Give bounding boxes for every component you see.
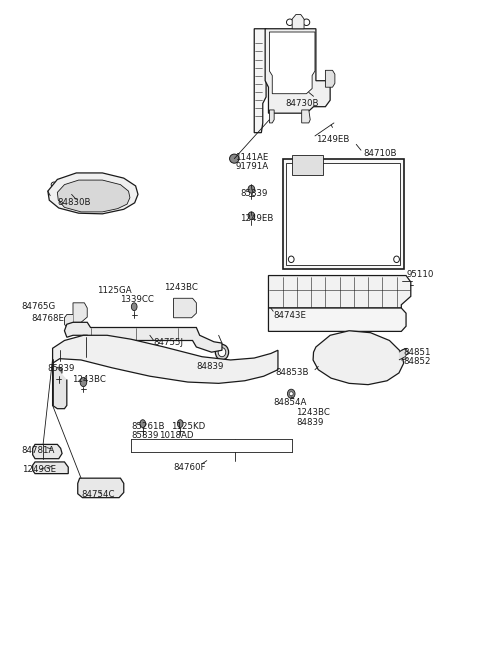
Text: 84755J: 84755J [154, 338, 184, 347]
Text: 1249GE: 1249GE [22, 464, 56, 474]
Text: 84754C: 84754C [81, 490, 115, 499]
Ellipse shape [248, 185, 255, 193]
Ellipse shape [218, 348, 226, 357]
Bar [283, 159, 404, 269]
Text: 85261B: 85261B [131, 422, 164, 431]
Polygon shape [301, 110, 310, 123]
Ellipse shape [287, 19, 293, 26]
Polygon shape [53, 335, 278, 383]
Text: 1018AD: 1018AD [159, 432, 194, 440]
Ellipse shape [289, 392, 293, 396]
Polygon shape [64, 322, 222, 352]
Text: 84765G: 84765G [22, 302, 56, 311]
Ellipse shape [88, 482, 114, 494]
Polygon shape [268, 276, 411, 308]
Ellipse shape [216, 345, 228, 360]
Text: 1243BC: 1243BC [164, 283, 198, 291]
Bar [288, 310, 340, 329]
Text: 95110: 95110 [406, 270, 433, 279]
Polygon shape [57, 180, 130, 212]
Text: 84768E: 84768E [31, 314, 64, 323]
Ellipse shape [132, 303, 137, 310]
Text: 84854A: 84854A [273, 398, 307, 407]
Polygon shape [53, 364, 67, 409]
Polygon shape [292, 14, 304, 29]
Polygon shape [48, 173, 138, 214]
Text: 1243BC: 1243BC [296, 408, 330, 417]
Polygon shape [399, 348, 408, 360]
Text: 84710B: 84710B [363, 149, 397, 158]
Text: 85839: 85839 [240, 189, 267, 198]
Text: 1249EB: 1249EB [316, 135, 349, 143]
Text: 84852: 84852 [404, 358, 431, 366]
Ellipse shape [313, 350, 328, 366]
Text: 1339CC: 1339CC [120, 295, 154, 304]
Text: 1243BC: 1243BC [72, 375, 106, 384]
Ellipse shape [45, 463, 59, 472]
Polygon shape [33, 444, 62, 458]
Ellipse shape [307, 84, 313, 90]
Text: 84851: 84851 [404, 348, 431, 357]
Polygon shape [269, 110, 274, 123]
Bar [286, 163, 400, 265]
Text: 84853B: 84853B [276, 369, 309, 377]
Polygon shape [33, 462, 68, 474]
Polygon shape [265, 29, 330, 113]
Ellipse shape [394, 256, 399, 263]
Ellipse shape [345, 345, 374, 371]
Ellipse shape [336, 337, 384, 379]
Text: 85839: 85839 [48, 364, 75, 373]
Text: 1125KD: 1125KD [171, 422, 205, 431]
Ellipse shape [248, 212, 255, 219]
Text: 85839: 85839 [131, 432, 158, 440]
Ellipse shape [272, 280, 278, 288]
Polygon shape [64, 314, 73, 328]
Text: 1125GA: 1125GA [96, 286, 132, 295]
Text: 91791A: 91791A [235, 162, 268, 171]
Ellipse shape [56, 367, 62, 376]
Ellipse shape [317, 354, 324, 363]
Ellipse shape [140, 420, 145, 428]
Polygon shape [73, 303, 87, 322]
Ellipse shape [288, 389, 295, 398]
Ellipse shape [272, 314, 278, 322]
Text: 84830B: 84830B [57, 198, 91, 207]
Ellipse shape [229, 154, 239, 163]
Text: 84839: 84839 [196, 362, 224, 371]
Polygon shape [325, 70, 335, 87]
Text: 84730B: 84730B [285, 99, 319, 108]
Polygon shape [174, 298, 196, 318]
Ellipse shape [303, 19, 310, 26]
Text: 1141AE: 1141AE [235, 153, 269, 162]
Text: 84760F: 84760F [174, 462, 206, 472]
Polygon shape [254, 29, 266, 133]
Text: 84781A: 84781A [22, 447, 55, 455]
Bar [37, 448, 56, 456]
Ellipse shape [51, 182, 57, 187]
Polygon shape [269, 32, 315, 94]
Ellipse shape [272, 294, 278, 302]
Ellipse shape [270, 84, 276, 90]
Ellipse shape [398, 281, 407, 290]
Text: 1249EB: 1249EB [240, 214, 274, 223]
Ellipse shape [288, 256, 294, 263]
Text: 84743E: 84743E [273, 311, 306, 320]
Ellipse shape [75, 307, 82, 315]
Ellipse shape [178, 420, 183, 428]
Ellipse shape [80, 377, 87, 386]
Bar [292, 155, 323, 175]
Polygon shape [268, 308, 406, 331]
Text: 84839: 84839 [296, 419, 324, 428]
Polygon shape [78, 478, 124, 498]
Polygon shape [313, 331, 404, 384]
Ellipse shape [395, 277, 410, 293]
